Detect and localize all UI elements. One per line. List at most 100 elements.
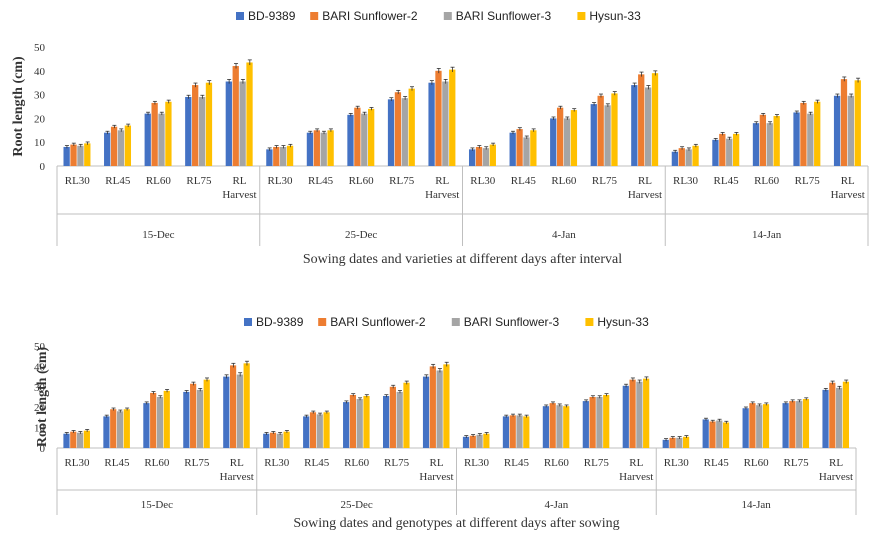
bar [246, 62, 253, 166]
bar [556, 107, 564, 166]
x-tick-label: RL45 [511, 175, 537, 187]
bar [516, 129, 523, 166]
bar [662, 439, 669, 448]
bar [320, 132, 327, 166]
x-tick-label: RL30 [267, 175, 293, 187]
x-tick-label: RL60 [144, 457, 170, 469]
bar [84, 143, 91, 166]
bar [442, 81, 449, 166]
bar [759, 114, 767, 166]
bar [722, 422, 730, 448]
bar [489, 144, 496, 166]
bar [836, 387, 843, 448]
x-tick-label: RL45 [714, 175, 740, 187]
bar [349, 394, 357, 448]
x-group-label: 25-Dec [340, 499, 372, 511]
bar [556, 405, 563, 448]
legend-swatch [244, 318, 252, 326]
x-tick-label: RL Harvest [220, 457, 254, 483]
bar [509, 415, 516, 448]
bar [323, 412, 330, 448]
bar [151, 102, 158, 166]
bar [225, 81, 232, 166]
x-tick-label: RL45 [304, 457, 330, 469]
bar [163, 390, 170, 448]
bar [475, 146, 483, 166]
bar [692, 145, 699, 166]
x-tick-label: RL45 [105, 175, 131, 187]
bar [669, 437, 676, 448]
bar [110, 409, 117, 448]
bar [542, 406, 549, 448]
legend-swatch [443, 12, 452, 20]
bar [183, 391, 190, 448]
y-axis-title: Root length (cm) [35, 347, 50, 448]
bar [422, 376, 430, 448]
bars [63, 59, 861, 166]
bar [276, 433, 283, 448]
x-tick-label-line: Harvest [419, 471, 453, 483]
bar [449, 69, 456, 166]
bar [303, 416, 310, 448]
x-tick-label: RL75 [584, 457, 610, 469]
bar [286, 145, 294, 166]
chart-1: BD-9389 BARI Sunflower-2 BARI Sunflower-3 H… [11, 9, 869, 267]
x-tick-label-line: Harvest [619, 471, 653, 483]
bar [123, 409, 130, 448]
bar [239, 81, 246, 166]
bar [144, 113, 151, 166]
bar [103, 416, 110, 448]
x-axis-title: Sowing dates and genotypes at different … [293, 516, 619, 531]
bar [842, 381, 850, 448]
bar [814, 101, 821, 166]
x-tick-label: RL60 [744, 457, 770, 469]
bar [719, 133, 726, 166]
y-tick-label: 30 [34, 382, 46, 394]
bar [382, 395, 390, 448]
bar [273, 146, 280, 166]
bar [840, 79, 848, 166]
bar [678, 148, 685, 166]
bar [401, 98, 408, 166]
x-tick-label-line: RL [435, 175, 449, 187]
bar [110, 126, 118, 166]
y-tick-label: 0 [40, 161, 46, 173]
x-tick-label: RL45 [104, 457, 130, 469]
bar [236, 374, 243, 448]
bar [192, 85, 199, 166]
bar [793, 112, 800, 166]
bar [327, 130, 334, 166]
bar [509, 132, 516, 166]
bar [83, 430, 90, 448]
bar [205, 82, 213, 166]
x-tick-label: RL30 [664, 457, 690, 469]
bars [63, 360, 850, 448]
x-tick-label: RL75 [184, 457, 210, 469]
legend-swatch [236, 12, 244, 20]
bar [190, 383, 197, 448]
x-tick-label: RL75 [795, 175, 821, 187]
x-tick-label-line: Harvest [819, 471, 853, 483]
bar [749, 403, 756, 448]
bar [611, 93, 618, 166]
bar [800, 102, 807, 166]
x-tick-label: RL75 [389, 175, 415, 187]
bar [638, 74, 645, 166]
y-tick-label: 20 [34, 402, 46, 414]
bar [269, 432, 277, 448]
x-tick-label: RL45 [704, 457, 730, 469]
bar [124, 125, 132, 166]
bar [756, 405, 763, 448]
bar [387, 99, 395, 166]
x-tick-label: RL75 [186, 175, 212, 187]
x-tick-label-line: RL [629, 457, 643, 469]
x-tick-label: RL30 [470, 175, 496, 187]
chart-2: BD-9389 BARI Sunflower-2 BARI Sunflower-3 H… [0, 305, 870, 540]
bar [117, 130, 125, 166]
bar [266, 149, 273, 166]
x-tick-label: RL75 [784, 457, 810, 469]
bar [104, 132, 111, 166]
x-tick-label: RL60 [544, 457, 570, 469]
bar [263, 433, 270, 448]
legend-swatch [451, 318, 460, 326]
